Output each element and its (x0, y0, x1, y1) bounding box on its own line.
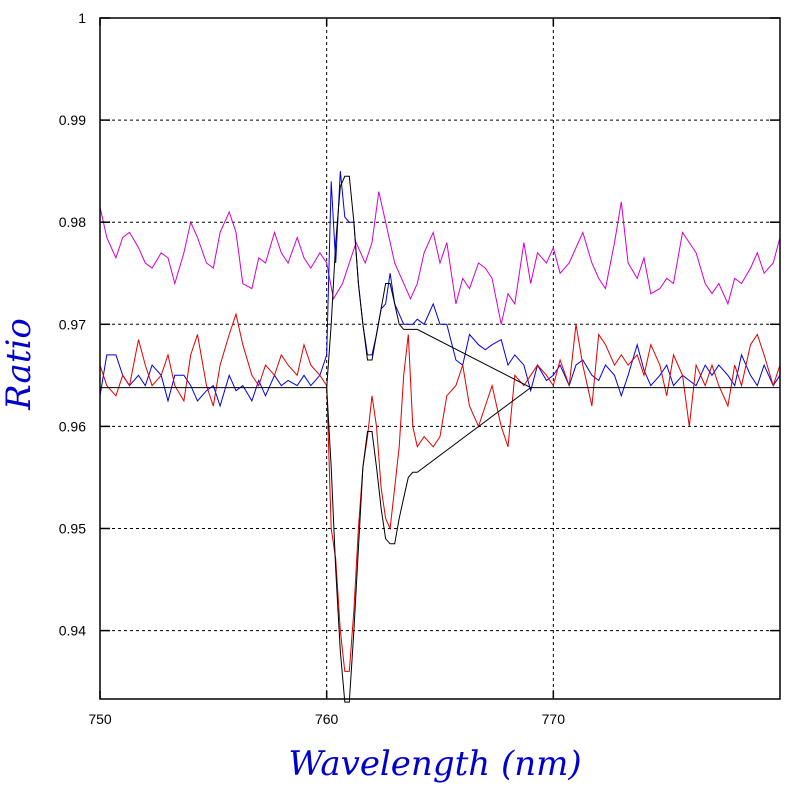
y-tick-label: 0.98 (59, 214, 86, 230)
y-tick-label: 1 (78, 10, 86, 26)
series-line-1 (99, 171, 781, 408)
y-tick-label: 0.96 (59, 418, 86, 434)
x-tick-label: 750 (88, 711, 112, 727)
x-axis-title: Wavelength (nm) (288, 744, 581, 784)
plot-frame (99, 17, 781, 700)
ticks (99, 17, 780, 699)
y-tick-label: 0.95 (59, 520, 86, 536)
series-line-0 (99, 191, 781, 325)
x-tick-label: 760 (315, 711, 339, 727)
x-tick-label: 770 (542, 711, 566, 727)
series-line-4 (326, 387, 531, 703)
y-axis-title: Ratio (0, 318, 39, 411)
y-tick-label: 0.99 (59, 112, 86, 128)
y-tick-label: 0.97 (59, 316, 86, 332)
y-tick-label: 0.94 (59, 623, 86, 639)
series-line-3 (100, 175, 780, 389)
series-line-2 (99, 312, 781, 672)
tick-labels: 750 760 770 0.94 0.95 0.96 0.97 0.98 0.99 1 (59, 10, 565, 727)
series-layer (99, 171, 781, 703)
plot-background (100, 18, 780, 699)
